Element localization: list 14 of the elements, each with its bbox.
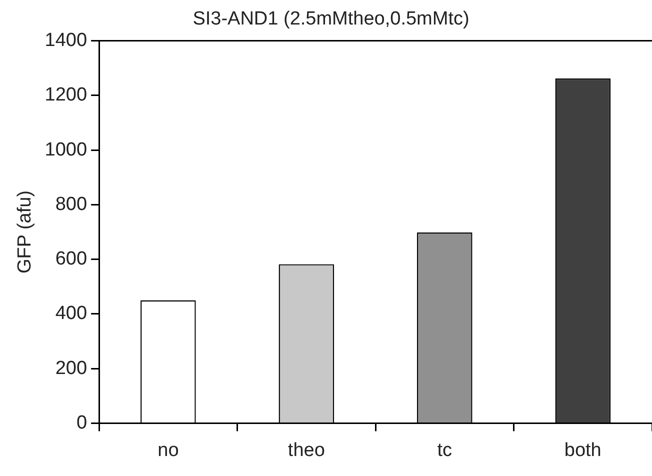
y-tick-label: 600 — [55, 248, 88, 270]
y-tick-label: 1200 — [44, 84, 88, 106]
x-tick-label: both — [564, 440, 602, 461]
x-tick-label: theo — [288, 440, 325, 461]
y-tick-label: 200 — [55, 358, 88, 379]
y-tick-label: 400 — [55, 303, 88, 324]
y-tick-label: 1000 — [44, 139, 88, 160]
x-tick-label: no — [158, 440, 179, 461]
y-tick-label: 1400 — [44, 30, 88, 52]
y-tick-label: 0 — [76, 412, 88, 434]
chart-title: SI3-AND1 (2.5mMtheo,0.5mMtc) — [192, 8, 470, 30]
x-tick-label: tc — [437, 440, 452, 461]
y-tick-label: 800 — [55, 194, 88, 215]
y-axis-title: GFP (afu) — [14, 190, 36, 274]
